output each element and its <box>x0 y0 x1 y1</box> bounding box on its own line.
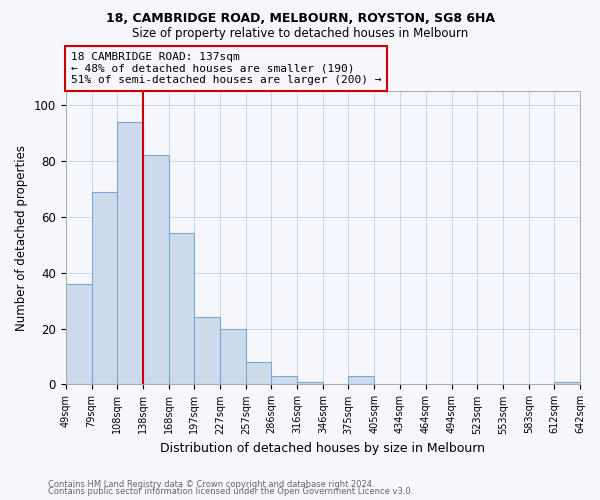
Bar <box>65 284 92 384</box>
Text: 18 CAMBRIDGE ROAD: 137sqm
← 48% of detached houses are smaller (190)
51% of semi: 18 CAMBRIDGE ROAD: 137sqm ← 48% of detac… <box>71 52 381 85</box>
Bar <box>143 155 169 384</box>
Text: Contains public sector information licensed under the Open Government Licence v3: Contains public sector information licen… <box>48 487 413 496</box>
Bar <box>580 382 600 384</box>
Bar <box>169 234 194 384</box>
Bar <box>246 362 271 384</box>
Bar <box>271 376 297 384</box>
Text: Size of property relative to detached houses in Melbourn: Size of property relative to detached ho… <box>132 28 468 40</box>
Bar <box>194 318 220 384</box>
X-axis label: Distribution of detached houses by size in Melbourn: Distribution of detached houses by size … <box>160 442 485 455</box>
Bar <box>297 382 323 384</box>
Bar <box>117 122 143 384</box>
Bar <box>220 328 246 384</box>
Bar <box>349 376 374 384</box>
Text: 18, CAMBRIDGE ROAD, MELBOURN, ROYSTON, SG8 6HA: 18, CAMBRIDGE ROAD, MELBOURN, ROYSTON, S… <box>106 12 494 26</box>
Y-axis label: Number of detached properties: Number of detached properties <box>15 144 28 330</box>
Bar <box>554 382 580 384</box>
Bar <box>92 192 117 384</box>
Text: Contains HM Land Registry data © Crown copyright and database right 2024.: Contains HM Land Registry data © Crown c… <box>48 480 374 489</box>
